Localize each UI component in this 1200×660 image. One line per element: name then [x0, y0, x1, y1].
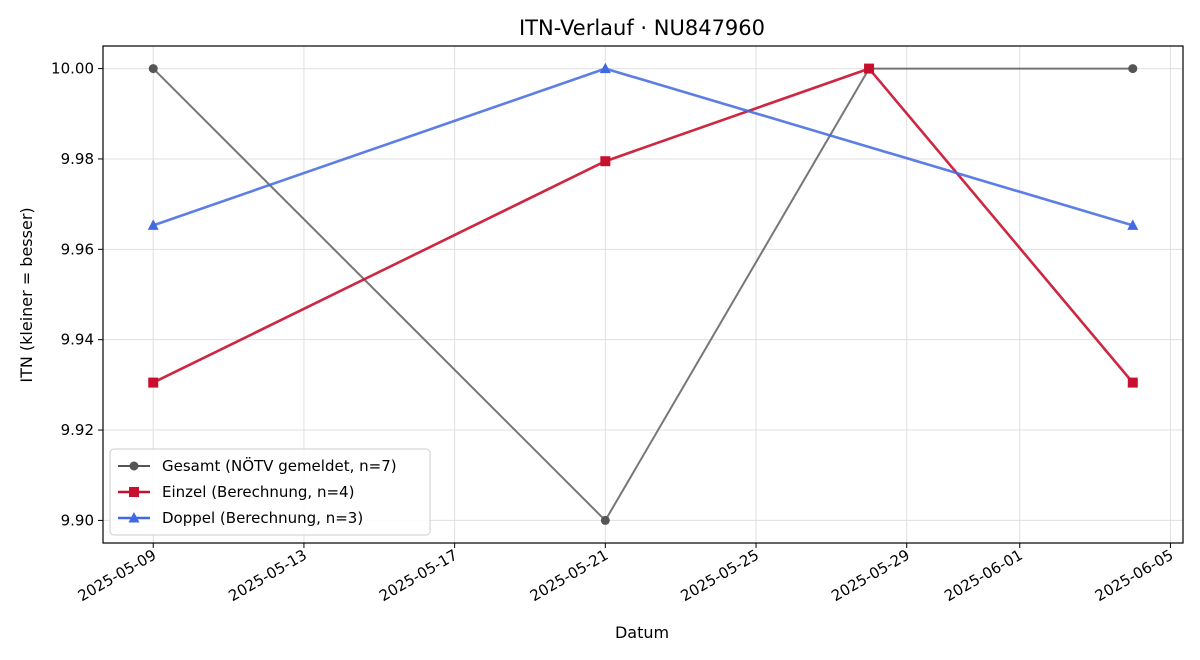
legend-marker [129, 487, 139, 497]
legend-label: Gesamt (NÖTV gemeldet, n=7) [162, 456, 397, 475]
data-point [864, 63, 875, 74]
data-point [148, 377, 159, 388]
x-tick-label: 2025-05-25 [678, 546, 763, 605]
y-tick-label: 9.92 [61, 421, 94, 439]
x-tick-label: 2025-05-17 [376, 546, 461, 605]
data-point [600, 515, 610, 525]
x-tick-label: 2025-05-09 [75, 546, 160, 605]
data-point [1127, 219, 1139, 230]
data-point [147, 219, 159, 230]
series-1 [148, 64, 1138, 525]
series-line [152, 67, 1134, 384]
data-point [600, 156, 611, 167]
data-point [1127, 377, 1138, 388]
series-line [152, 67, 1133, 522]
chart-title: ITN-Verlauf · NU847960 [519, 16, 765, 40]
legend-box [109, 448, 431, 536]
x-tick-label: 2025-05-13 [225, 546, 310, 605]
series-3 [147, 62, 1139, 230]
y-tick-label: 9.94 [61, 331, 94, 349]
x-tick-label: 2025-05-29 [828, 546, 913, 605]
x-tick-label: 2025-06-01 [941, 546, 1026, 605]
x-axis-label: Datum [615, 623, 669, 642]
legend-label: Doppel (Berechnung, n=3) [162, 509, 363, 527]
data-point [599, 62, 611, 74]
grid [103, 46, 1183, 543]
y-tick-label: 9.90 [61, 511, 94, 529]
y-axis-label: ITN (kleiner = besser) [17, 207, 36, 382]
series-2 [148, 63, 1138, 388]
legend-label: Einzel (Berechnung, n=4) [162, 483, 354, 501]
y-tick-label: 9.96 [61, 240, 94, 258]
y-tick-label: 10.00 [51, 60, 94, 78]
x-tick-label: 2025-05-21 [527, 546, 612, 605]
legend: Gesamt (NÖTV gemeldet, n=7) Einzel (Berec… [109, 448, 431, 536]
plot-frame [102, 45, 1184, 544]
legend-marker [128, 512, 140, 523]
data-point [1128, 64, 1138, 74]
legend-marker [129, 461, 139, 471]
data-point [148, 64, 158, 74]
y-tick-label: 9.98 [61, 150, 94, 168]
series-layer [147, 62, 1139, 525]
x-tick-label: 2025-06-05 [1092, 546, 1177, 605]
